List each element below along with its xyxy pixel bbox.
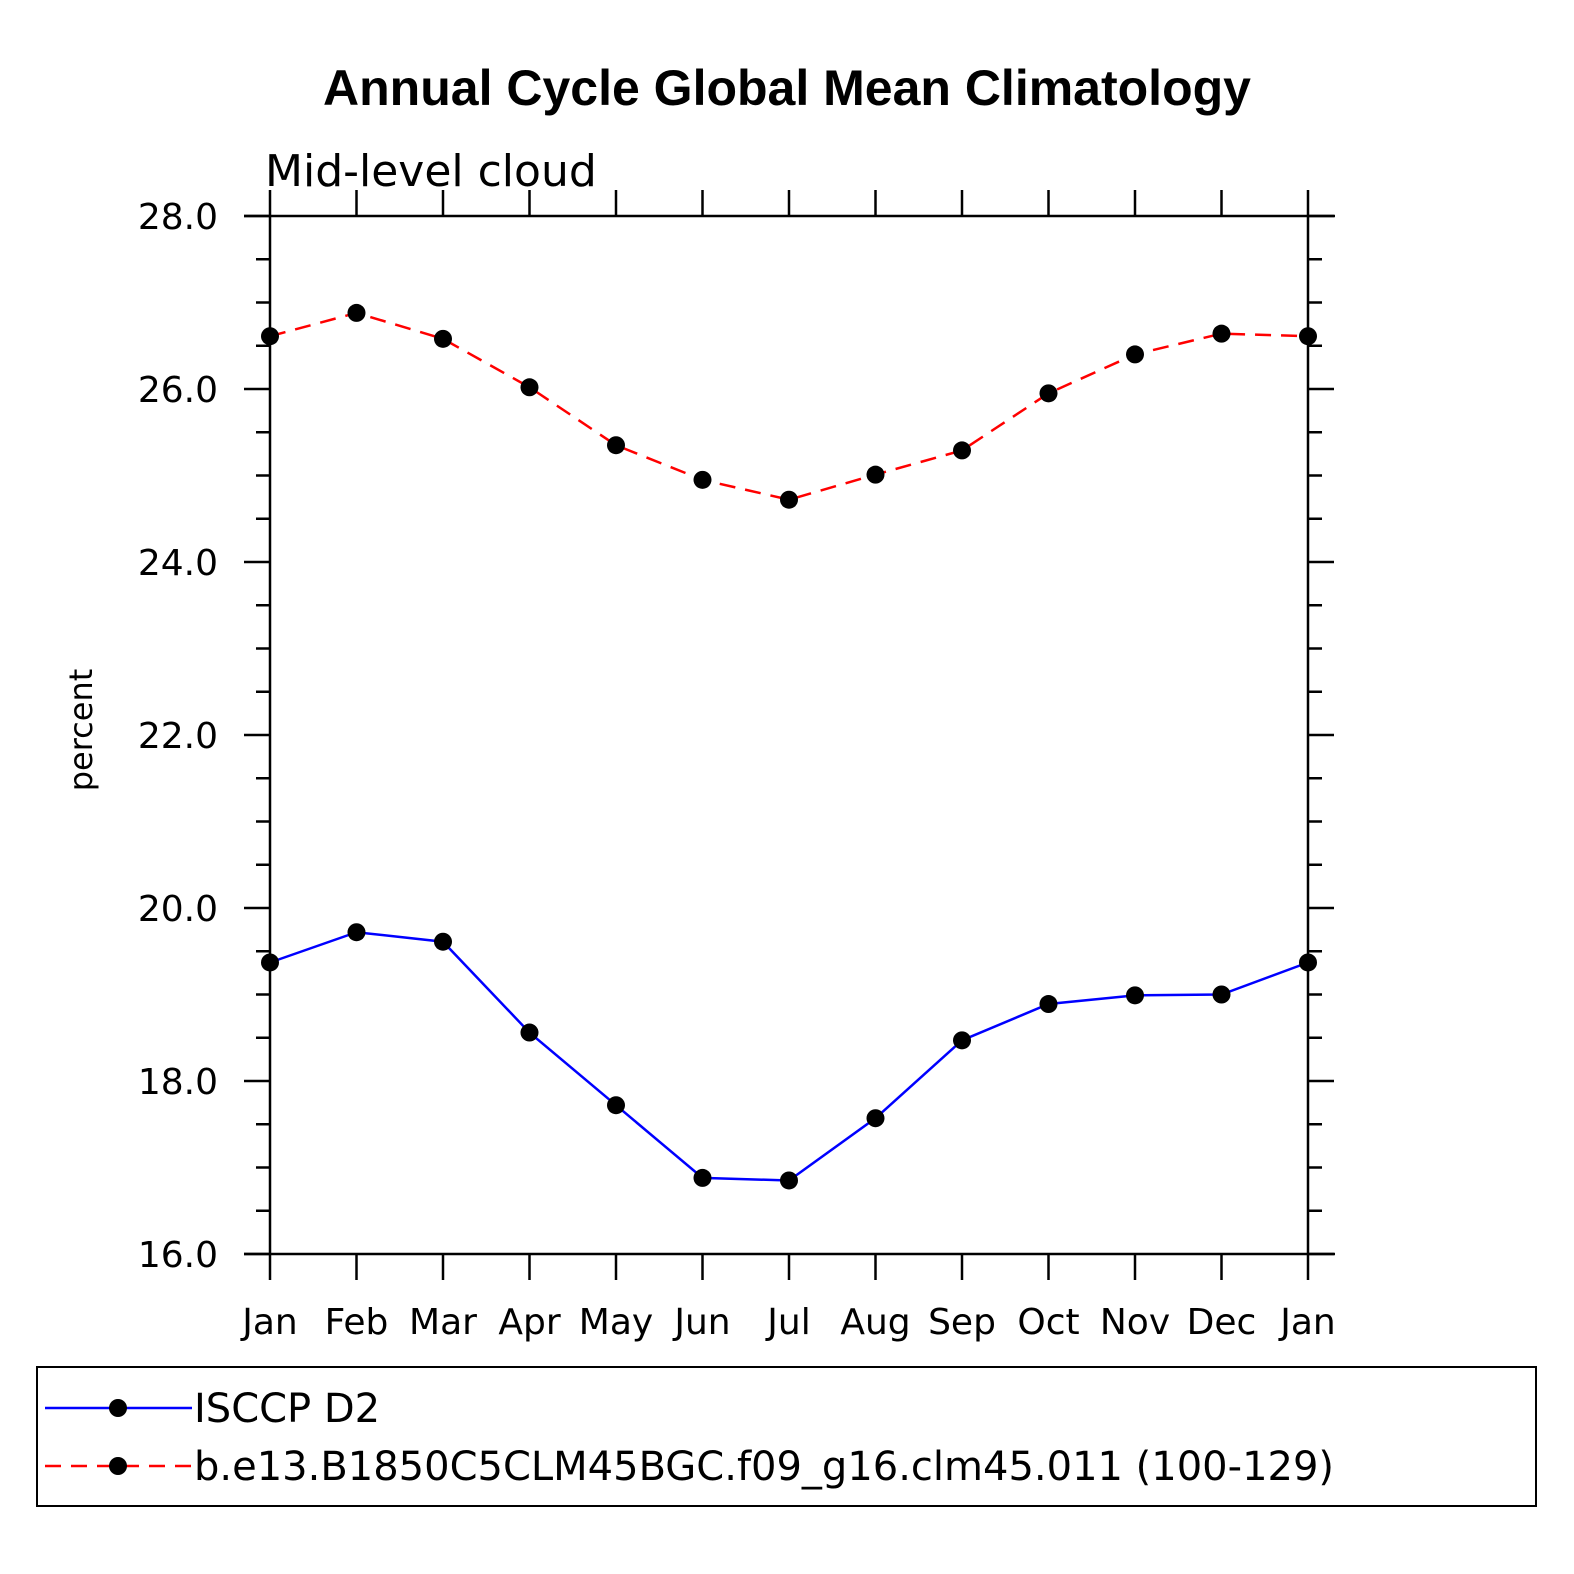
- data-point: [1126, 986, 1144, 1005]
- legend-items: ISCCP D2 b.e13.B1850C5CLM45BGC.f09_g16.cl…: [45, 1386, 1334, 1490]
- data-point: [1126, 345, 1144, 364]
- x-tick-label: Jul: [765, 1302, 810, 1343]
- series-line: [269, 930, 1309, 1182]
- data-point: [693, 470, 712, 489]
- data-point: [520, 378, 539, 397]
- x-tick-labels: Jan Feb Mar Apr May Jun Jul Aug Sep Oct Nov Dec Jan: [240, 1302, 1336, 1343]
- data-point: [347, 923, 366, 942]
- chart-subtitle: Mid-level cloud: [265, 146, 597, 197]
- x-tick-label: Aug: [840, 1302, 910, 1343]
- y-tick-labels: 16.0 18.0 20.0 22.0 24.0 26.0 28.0: [138, 197, 218, 1276]
- x-tick-label: Feb: [325, 1302, 389, 1343]
- legend-box: [36, 1366, 1537, 1507]
- data-point: [261, 327, 279, 346]
- plot-axes: [244, 190, 1335, 1280]
- legend-item-2: b.e13.B1850C5CLM45BGC.f09_g16.clm45.011 …: [45, 1444, 1334, 1490]
- x-tick-label: Jan: [240, 1302, 298, 1343]
- data-point: [1299, 327, 1317, 346]
- x-tick-label: Apr: [498, 1302, 560, 1343]
- y-tick-label: 22.0: [138, 716, 218, 757]
- x-tick-label: Oct: [1017, 1302, 1079, 1343]
- data-point: [434, 329, 452, 348]
- data-point: [1039, 384, 1058, 403]
- data-point: [434, 932, 452, 951]
- data-point: [1299, 953, 1317, 972]
- series-line: [269, 311, 1309, 502]
- series-1: [261, 923, 1317, 1190]
- data-point: [693, 1168, 712, 1187]
- data-point: [866, 465, 885, 484]
- data-point: [607, 1096, 625, 1115]
- data-point: [607, 436, 625, 455]
- chart-title: Annual Cycle Global Mean Climatology: [323, 60, 1251, 116]
- data-point: [1212, 985, 1231, 1004]
- legend-marker: [109, 1399, 127, 1417]
- data-point: [953, 1031, 971, 1050]
- legend-item-1: ISCCP D2: [45, 1386, 380, 1432]
- data-point: [780, 490, 798, 509]
- legend-label: b.e13.B1850C5CLM45BGC.f09_g16.clm45.011 …: [194, 1444, 1334, 1490]
- x-tick-label: Jan: [1278, 1302, 1336, 1343]
- data-point: [347, 303, 366, 322]
- legend-marker: [109, 1457, 127, 1475]
- x-tick-label: Jun: [672, 1302, 730, 1343]
- y-tick-label: 28.0: [138, 197, 218, 238]
- x-tick-label: Nov: [1100, 1302, 1170, 1343]
- legend-label: ISCCP D2: [194, 1386, 380, 1432]
- data-point: [780, 1171, 798, 1190]
- y-tick-label: 20.0: [138, 889, 218, 930]
- legend: ISCCP D2 b.e13.B1850C5CLM45BGC.f09_g16.cl…: [36, 1366, 1537, 1507]
- data-point: [1039, 995, 1058, 1014]
- series-2: [261, 303, 1317, 509]
- data-point: [520, 1023, 539, 1042]
- y-tick-label: 16.0: [138, 1235, 218, 1276]
- data-point: [953, 441, 971, 460]
- x-tick-label: Mar: [409, 1302, 477, 1343]
- y-tick-label: 26.0: [138, 370, 218, 411]
- x-tick-label: Dec: [1187, 1302, 1257, 1343]
- y-tick-label: 18.0: [138, 1062, 218, 1103]
- series-layer: [261, 303, 1317, 1190]
- y-axis-label: percent: [62, 669, 100, 792]
- x-tick-label: Sep: [928, 1302, 996, 1343]
- y-tick-label: 24.0: [138, 543, 218, 584]
- data-point: [866, 1109, 885, 1128]
- x-tick-label: May: [579, 1302, 653, 1343]
- data-point: [261, 953, 279, 972]
- data-point: [1212, 324, 1231, 343]
